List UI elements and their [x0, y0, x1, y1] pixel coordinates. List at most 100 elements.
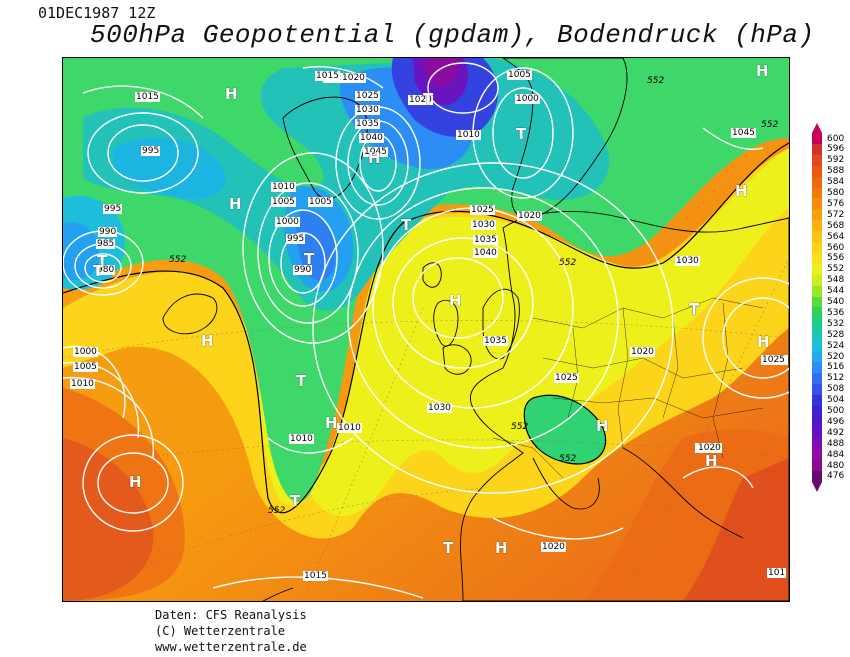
isobar-label: 1010 — [456, 130, 481, 140]
isobar-label: 1025 — [761, 355, 786, 365]
legend-swatch — [812, 263, 822, 275]
isobar-label: 1020 — [341, 73, 366, 83]
isobar-1020-se — [682, 466, 754, 489]
isobar-label: 1040 — [359, 133, 384, 143]
legend-label: 540 — [827, 297, 845, 307]
legend-swatch — [812, 329, 822, 341]
isobar-label: 990 — [98, 227, 118, 237]
low-pressure-marker: T — [689, 300, 700, 318]
isobar-1000-west — [63, 345, 126, 419]
legend-label: 488 — [827, 438, 845, 449]
contour-552-label: 552 — [511, 422, 529, 432]
legend-label: 588 — [827, 166, 845, 177]
legend-label: 528 — [827, 329, 845, 340]
legend-swatch — [812, 143, 822, 156]
low-pressure-marker: T — [401, 216, 412, 234]
legend-swatch — [812, 394, 822, 406]
map-title: 500hPa Geopotential (gpdam), Bodendruck … — [90, 20, 815, 50]
isobar-high-1025-sw — [97, 452, 169, 514]
isobar-low-1000 — [87, 112, 199, 194]
low-pressure-marker: T — [443, 539, 454, 557]
isobar-label: 1010 — [289, 434, 314, 444]
legend-swatch — [812, 209, 822, 221]
isobar-label: 1020 — [517, 211, 542, 221]
legend-label: 580 — [827, 188, 845, 198]
isobar-label: 1035 — [473, 235, 498, 245]
legend-swatch — [812, 449, 822, 461]
geopotential-band-584-se — [683, 458, 789, 601]
isobar-label: 1040 — [473, 248, 498, 258]
legend-swatch — [812, 372, 822, 384]
isobar-low-995-centre — [268, 209, 338, 307]
legend-label: 576 — [827, 198, 845, 209]
legend-swatch — [812, 198, 822, 210]
legend-label: 564 — [827, 231, 845, 242]
high-pressure-marker: H — [129, 473, 142, 491]
isobar-label: 1010 — [337, 423, 362, 433]
isobar-1015-nw — [82, 85, 204, 119]
isobar-label: 1000 — [275, 217, 300, 227]
isobar-label: 1015 — [303, 571, 328, 581]
isobar-label: 1025 — [554, 373, 579, 383]
run-datetime-label: 01DEC1987 12Z — [38, 4, 156, 22]
isobar-label: 1030 — [675, 256, 700, 266]
isobar-low-995 — [107, 124, 179, 182]
low-pressure-marker: T — [423, 90, 434, 108]
legend-swatch — [812, 307, 822, 319]
isobar-label: 101 — [767, 568, 787, 578]
geopotential-band-blue-left — [63, 222, 99, 281]
legend-label: 512 — [827, 373, 845, 384]
legend-label: 508 — [827, 384, 845, 395]
geopotential-band-552 — [253, 148, 789, 517]
contour-552-label: 552 — [647, 76, 665, 86]
legend-swatch — [812, 176, 822, 188]
isobar-1020-south — [492, 517, 624, 540]
isobar-low-1010-top — [427, 62, 499, 114]
map-canvas — [63, 58, 789, 601]
legend-swatch — [812, 285, 822, 297]
legend-swatch — [812, 460, 822, 472]
contour-552 — [63, 142, 789, 514]
high-pressure-marker: H — [735, 182, 748, 200]
credits-website[interactable]: www.wetterzentrale.de — [155, 640, 307, 654]
isobar-label: 1005 — [507, 70, 532, 80]
contour-552-label: 552 — [169, 255, 187, 265]
legend-swatch — [812, 351, 822, 363]
contour-552-label: 552 — [559, 258, 577, 268]
isobar-label: 1025 — [470, 205, 495, 215]
legend-label: 504 — [827, 395, 845, 406]
legend-label: 524 — [827, 340, 845, 351]
weather-map[interactable]: 1015102010201005102510301035104010451000… — [62, 57, 790, 602]
isobar-label: 1015 — [315, 71, 340, 81]
isobar-high-1040-europe — [412, 257, 504, 339]
legend-label: 560 — [827, 242, 845, 253]
isobar-label: 1030 — [427, 403, 452, 413]
legend-swatch — [812, 361, 822, 374]
isobar-label: 1015 — [135, 92, 160, 102]
legend-swatch — [812, 220, 822, 232]
isobar-label: 1005 — [271, 197, 296, 207]
high-pressure-marker: H — [201, 332, 214, 350]
legend-label: 556 — [827, 253, 845, 264]
legend-label: 592 — [827, 155, 845, 166]
isobar-1010-mid — [267, 437, 354, 454]
high-pressure-marker: H — [325, 414, 338, 432]
legend-label: 572 — [827, 209, 845, 220]
isobar-high-1025-europe — [347, 187, 619, 449]
legend-swatch — [812, 427, 822, 439]
low-pressure-marker: T — [516, 125, 527, 143]
legend-swatch — [812, 274, 822, 286]
isobar-label: 1045 — [731, 128, 756, 138]
isobar-1020-n — [302, 66, 384, 89]
low-pressure-marker: T — [93, 262, 104, 280]
isobar-label: 995 — [103, 204, 123, 214]
legend-label: 584 — [827, 177, 845, 188]
isobar-label: 1020 — [541, 542, 566, 552]
legend-label: 500 — [827, 406, 845, 416]
low-pressure-marker: T — [689, 301, 700, 319]
legend-swatch — [812, 383, 822, 395]
isobar-low-990-centre — [280, 232, 326, 294]
isobar-low-1005-north — [492, 87, 554, 179]
legend-label: 496 — [827, 416, 845, 427]
legend-swatch — [812, 165, 822, 177]
